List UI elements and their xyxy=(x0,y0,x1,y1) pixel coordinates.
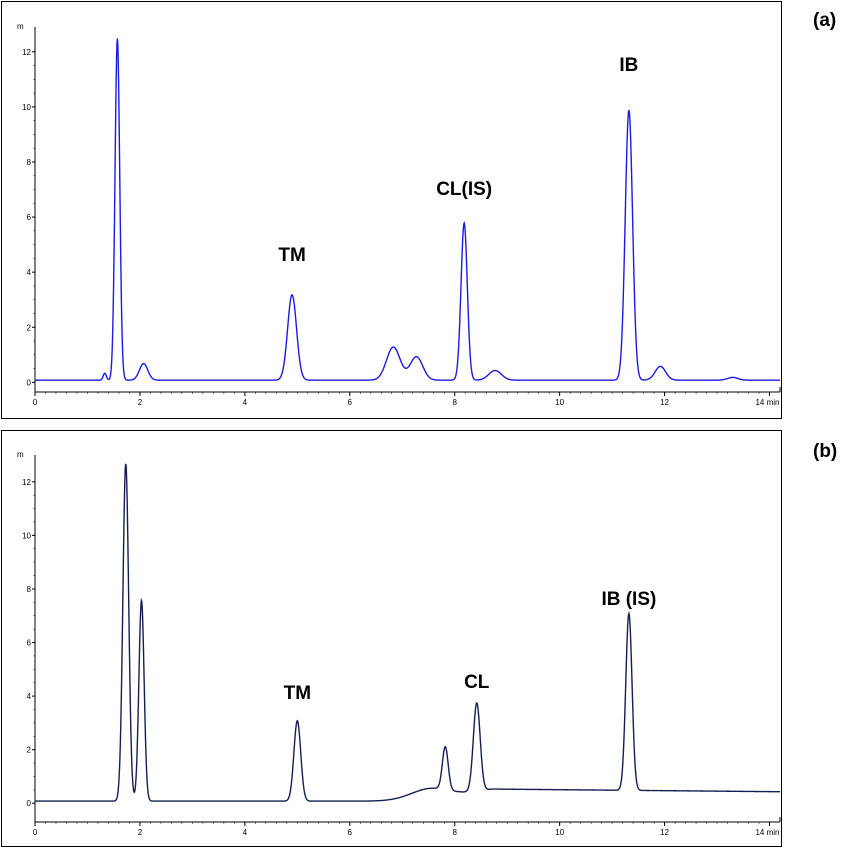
peak-label-a: CL(IS) xyxy=(436,179,492,200)
x-tick-label-b: 12 xyxy=(660,828,669,837)
y-tick-label-b: 6 xyxy=(27,639,32,648)
y-unit-a: m xyxy=(17,22,24,31)
peak-label-b: TM xyxy=(284,683,311,704)
y-tick-label-a: 6 xyxy=(27,213,32,222)
y-tick-label-a: 2 xyxy=(27,323,32,332)
y-tick-label-a: 12 xyxy=(22,48,31,57)
x-tick-label-b: 4 xyxy=(243,828,248,837)
y-tick-label-a: 8 xyxy=(27,158,32,167)
y-tick-label-b: 12 xyxy=(22,478,31,487)
x-tick-label-b: 8 xyxy=(452,828,457,837)
panel-a-tag: (a) xyxy=(813,10,837,31)
y-tick-label-b: 2 xyxy=(27,746,32,755)
trace-line-b xyxy=(35,463,780,802)
y-unit-b: m xyxy=(17,450,24,459)
y-tick-label-a: 4 xyxy=(27,268,32,277)
x-tick-label-a: 10 xyxy=(555,398,564,407)
trace-line-a xyxy=(35,38,780,381)
y-tick-label-b: 8 xyxy=(27,585,32,594)
x-tick-label-b: 6 xyxy=(348,828,353,837)
peak-label-a: TM xyxy=(278,245,305,266)
y-tick-label-a: 10 xyxy=(22,103,31,112)
peak-label-b: IB (IS) xyxy=(601,589,656,610)
x-tick-label-b: 2 xyxy=(138,828,143,837)
x-tick-label-a: 8 xyxy=(452,398,457,407)
x-tick-label-a: 6 xyxy=(348,398,353,407)
panel-b-tag: (b) xyxy=(813,441,838,462)
x-tick-label-b: 14 min xyxy=(755,828,779,837)
y-tick-label-b: 10 xyxy=(22,531,31,540)
y-tick-label-a: 0 xyxy=(27,378,32,387)
peak-label-a: IB xyxy=(619,55,638,76)
x-tick-label-a: 14 min xyxy=(755,398,779,407)
x-tick-label-a: 4 xyxy=(243,398,248,407)
y-tick-label-b: 0 xyxy=(27,799,32,808)
y-tick-label-b: 4 xyxy=(27,692,32,701)
x-tick-label-b: 0 xyxy=(33,828,38,837)
x-tick-label-a: 12 xyxy=(660,398,669,407)
peak-label-b: CL xyxy=(464,672,490,693)
x-tick-label-a: 0 xyxy=(33,398,38,407)
x-tick-label-b: 10 xyxy=(555,828,564,837)
panel-b-frame xyxy=(1,430,782,847)
x-tick-label-a: 2 xyxy=(138,398,143,407)
